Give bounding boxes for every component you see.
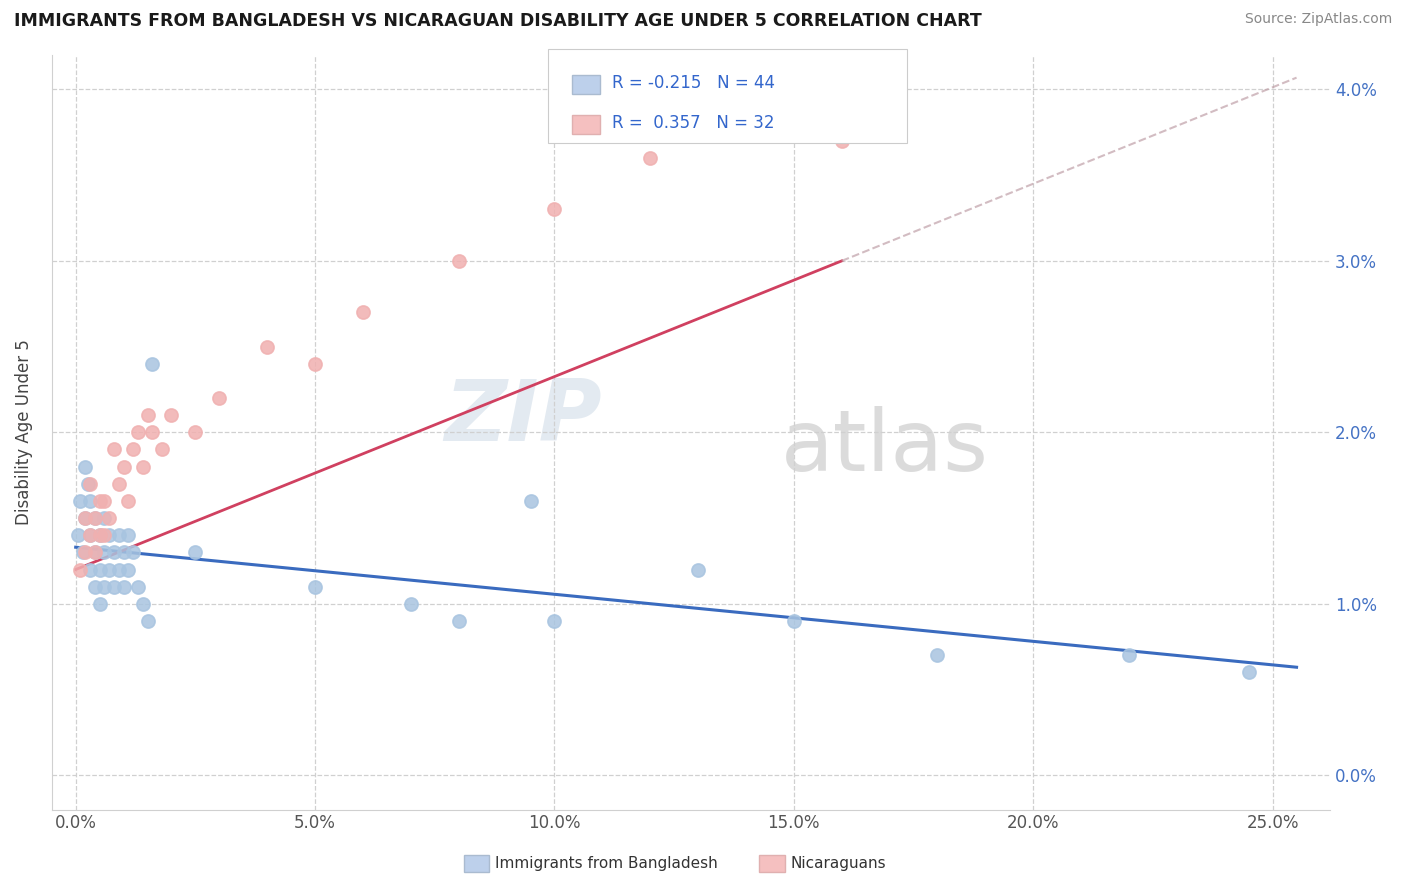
Point (122, 442, 145, 457)
Text: Source: ZipAtlas.com: Source: ZipAtlas.com (1244, 12, 1392, 26)
Point (89, 562, 111, 576)
Point (136, 408, 159, 422)
Point (93, 580, 115, 594)
Text: IMMIGRANTS FROM BANGLADESH VS NICARAGUAN DISABILITY AGE UNDER 5 CORRELATION CHAR: IMMIGRANTS FROM BANGLADESH VS NICARAGUAN… (14, 12, 981, 29)
Point (93, 494, 115, 508)
Point (98, 511, 121, 525)
Point (132, 459, 155, 474)
Point (75, 545, 97, 559)
Point (103, 580, 125, 594)
Point (93, 528, 115, 542)
Point (89, 528, 111, 542)
Text: R =  0.357   N = 32: R = 0.357 N = 32 (612, 114, 775, 132)
Point (79, 562, 101, 576)
Point (519, 494, 541, 508)
Point (256, 340, 278, 354)
Point (89, 597, 111, 611)
Point (103, 545, 125, 559)
Point (1237, 665, 1260, 680)
Point (160, 408, 183, 422)
Point (112, 580, 135, 594)
Point (304, 580, 326, 594)
Point (184, 545, 207, 559)
Point (75, 511, 97, 525)
Point (79, 528, 101, 542)
Text: Nicaraguans: Nicaraguans (790, 856, 886, 871)
Point (688, 562, 710, 576)
Point (112, 545, 135, 559)
Y-axis label: Disability Age Under 5: Disability Age Under 5 (15, 339, 32, 525)
Point (89, 494, 111, 508)
Point (141, 425, 163, 440)
Point (543, 614, 565, 628)
Point (98, 528, 121, 542)
Point (75, 511, 97, 525)
Text: Immigrants from Bangladesh: Immigrants from Bangladesh (495, 856, 717, 871)
Point (447, 614, 470, 628)
Point (447, 253, 470, 268)
Point (107, 528, 129, 542)
Point (112, 459, 135, 474)
Point (83, 545, 105, 559)
Point (122, 545, 145, 559)
Text: ZIP: ZIP (444, 376, 602, 458)
Point (132, 597, 155, 611)
Point (83, 511, 105, 525)
Point (117, 562, 139, 576)
Point (638, 151, 661, 165)
Point (184, 425, 207, 440)
Point (83, 511, 105, 525)
Point (107, 562, 129, 576)
Point (1118, 648, 1140, 663)
Point (83, 545, 105, 559)
Point (117, 494, 139, 508)
Point (72, 545, 94, 559)
Text: atlas: atlas (780, 406, 988, 489)
Point (79, 476, 101, 491)
Point (93, 511, 115, 525)
Point (83, 580, 105, 594)
Point (127, 580, 149, 594)
Point (69, 562, 91, 576)
Point (831, 134, 853, 148)
Point (136, 614, 159, 628)
Point (89, 528, 111, 542)
Point (117, 528, 139, 542)
Point (93, 545, 115, 559)
Point (67, 528, 90, 542)
Point (79, 528, 101, 542)
Point (399, 597, 422, 611)
Point (75, 459, 97, 474)
Point (150, 442, 173, 457)
Point (543, 202, 565, 217)
Point (103, 442, 125, 457)
Point (79, 494, 101, 508)
Point (69, 494, 91, 508)
Point (98, 562, 121, 576)
Point (783, 614, 806, 628)
Point (927, 648, 949, 663)
Point (127, 425, 149, 440)
Point (352, 305, 374, 319)
Point (304, 357, 326, 371)
Point (76, 476, 98, 491)
Point (141, 357, 163, 371)
Point (107, 476, 129, 491)
Text: R = -0.215   N = 44: R = -0.215 N = 44 (612, 74, 775, 92)
Point (208, 391, 231, 405)
